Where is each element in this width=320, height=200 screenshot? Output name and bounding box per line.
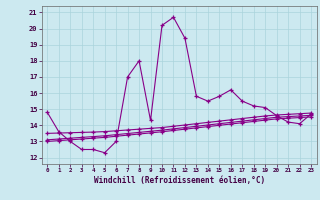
X-axis label: Windchill (Refroidissement éolien,°C): Windchill (Refroidissement éolien,°C) [94, 176, 265, 185]
